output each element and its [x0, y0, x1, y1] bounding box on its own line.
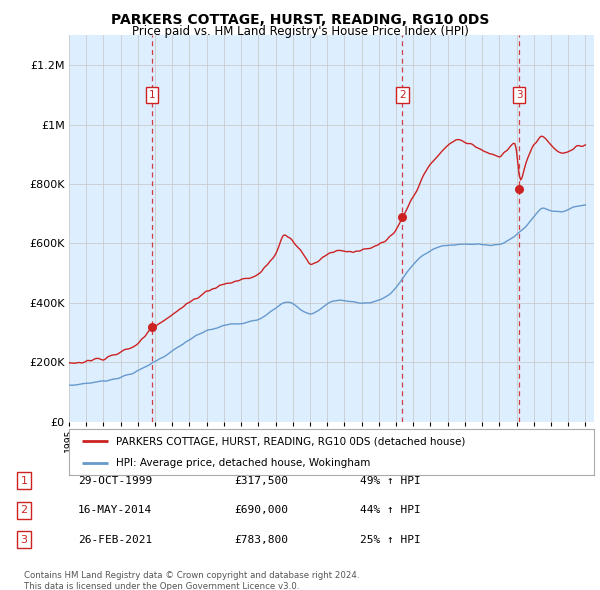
Text: 26-FEB-2021: 26-FEB-2021: [78, 535, 152, 545]
Text: £317,500: £317,500: [234, 476, 288, 486]
Text: £783,800: £783,800: [234, 535, 288, 545]
Text: 16-MAY-2014: 16-MAY-2014: [78, 506, 152, 515]
Text: 3: 3: [20, 535, 28, 545]
Text: 3: 3: [516, 90, 523, 100]
Text: 25% ↑ HPI: 25% ↑ HPI: [360, 535, 421, 545]
Text: Price paid vs. HM Land Registry's House Price Index (HPI): Price paid vs. HM Land Registry's House …: [131, 25, 469, 38]
Text: 29-OCT-1999: 29-OCT-1999: [78, 476, 152, 486]
Text: £690,000: £690,000: [234, 506, 288, 515]
Text: 44% ↑ HPI: 44% ↑ HPI: [360, 506, 421, 515]
Text: PARKERS COTTAGE, HURST, READING, RG10 0DS (detached house): PARKERS COTTAGE, HURST, READING, RG10 0D…: [116, 437, 466, 447]
Text: 1: 1: [149, 90, 155, 100]
Text: HPI: Average price, detached house, Wokingham: HPI: Average price, detached house, Woki…: [116, 457, 371, 467]
Text: PARKERS COTTAGE, HURST, READING, RG10 0DS: PARKERS COTTAGE, HURST, READING, RG10 0D…: [111, 13, 489, 27]
Text: Contains HM Land Registry data © Crown copyright and database right 2024.
This d: Contains HM Land Registry data © Crown c…: [24, 571, 359, 590]
Text: 2: 2: [20, 506, 28, 515]
Text: 1: 1: [20, 476, 28, 486]
Text: 49% ↑ HPI: 49% ↑ HPI: [360, 476, 421, 486]
Text: 2: 2: [399, 90, 406, 100]
